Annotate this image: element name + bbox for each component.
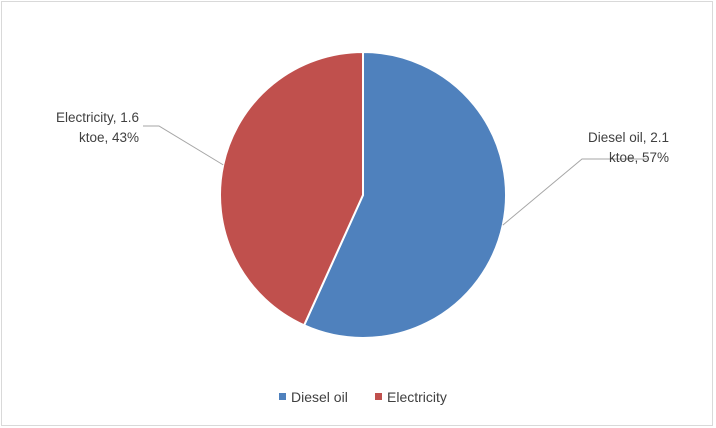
leader-lines [143,125,647,226]
data-label-diesel-oil: Diesel oil, 2.1 ktoe, 57% [588,130,669,165]
legend-swatch [375,393,382,400]
data-label-line: Diesel oil, 2.1 [588,130,669,145]
data-label-electricity: Electricity, 1.6 ktoe, 43% [56,110,139,145]
pie-slice-electricity [219,50,364,327]
legend-swatch [279,393,286,400]
pie-slice-diesel-oil [302,50,507,339]
data-labels: Diesel oil, 2.1 ktoe, 57% Electricity, 1.6… [56,110,669,165]
legend-item-diesel-oil: Diesel oil [279,389,348,405]
data-label-line: ktoe, 43% [79,130,139,145]
data-label-line: ktoe, 57% [609,150,669,165]
chart-legend: Diesel oil Electricity [279,389,447,405]
legend-label: Diesel oil [291,389,348,405]
pie-slices [219,50,507,339]
legend-item-electricity: Electricity [375,389,447,405]
leader-line-electricity [143,125,224,166]
leader-line-diesel-oil [502,158,647,226]
data-label-line: Electricity, 1.6 [56,110,139,125]
legend-label: Electricity [387,389,447,405]
